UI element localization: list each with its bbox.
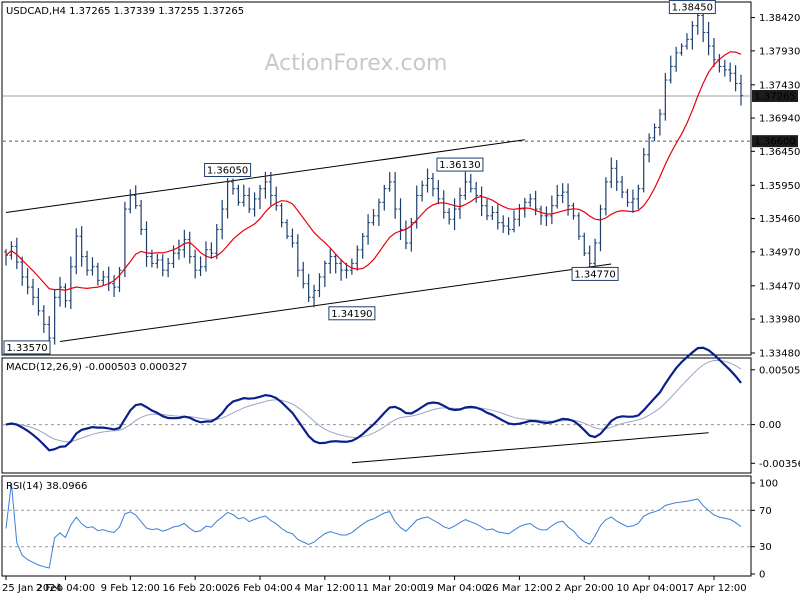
- time-tick-label: 17 Apr 12:00: [681, 583, 746, 594]
- price-tick-label: 1.35460: [759, 214, 800, 225]
- price-tick-label: 1.33980: [759, 315, 800, 326]
- price-annotation-box: [436, 157, 484, 172]
- price-annotation-label: 1.34770: [574, 269, 615, 280]
- price-axis: 1.38420 1.37930 1.37430 1.36940 1.36450 1.359…: [751, 13, 800, 360]
- rsi-tick-label: 30: [759, 542, 772, 553]
- level-price-label: 1.36600: [754, 137, 795, 148]
- moving-average-line: [5, 51, 742, 291]
- time-tick-label: 19 Mar 04:00: [421, 583, 488, 594]
- rsi-panel-frame: [1, 475, 752, 577]
- level-price-badge: [752, 135, 798, 148]
- time-tick-label: 11 Mar 20:00: [356, 583, 423, 594]
- price-tick-label: 1.33480: [759, 349, 800, 360]
- time-tick-label: 2 Apr 20:00: [555, 583, 614, 594]
- price-annotation-label: 1.36050: [207, 166, 248, 177]
- price-tick-label: 1.34470: [759, 281, 800, 292]
- watermark: ActionForex.com: [265, 51, 448, 76]
- price-annotation-label: 1.34190: [331, 309, 372, 320]
- rsi-tick-label: 0: [759, 570, 765, 581]
- rsi-line: [5, 482, 742, 569]
- price-annotation-box: [204, 163, 252, 177]
- macd-signal-line: [5, 359, 742, 443]
- time-tick-label: 9 Feb 12:00: [101, 583, 160, 594]
- price-annotation-box: [668, 0, 716, 15]
- rsi-layer: 100 70 30 0: [3, 479, 778, 581]
- price-annotation-box: [3, 340, 51, 355]
- price-panel-frame: [1, 1, 752, 356]
- symbol-header: USDCAD,H4 1.37265 1.37339 1.37255 1.3726…: [6, 6, 244, 17]
- macd-trendline: [351, 432, 709, 464]
- price-tick-label: 1.38420: [759, 13, 800, 24]
- price-tick-label: 1.34970: [759, 247, 800, 258]
- price-annotation-box: [571, 266, 619, 281]
- macd-layer: 0.005054 0.00 -0.003569: [3, 346, 800, 470]
- time-tick-label: 2 Feb 04:00: [36, 583, 95, 594]
- time-tick-label: 26 Mar 12:00: [486, 583, 553, 594]
- time-tick-label: 16 Feb 20:00: [162, 583, 228, 594]
- rsi-tick-label: 70: [759, 506, 772, 517]
- time-tick-label: 4 Mar 12:00: [295, 583, 355, 594]
- price-annotation-label: 1.33570: [6, 343, 47, 354]
- macd-line: [5, 346, 742, 452]
- price-tick-label: 1.36450: [759, 147, 800, 158]
- price-tick-label: 1.37430: [759, 80, 800, 91]
- macd-tick-label: -0.003569: [759, 459, 800, 470]
- price-annotation-label: 1.38450: [672, 3, 713, 14]
- macd-tick-label: 0.005054: [759, 365, 800, 376]
- price-tick-label: 1.37930: [759, 46, 800, 57]
- price-annotation-label: 1.36130: [439, 160, 480, 171]
- price-annotation-box: [328, 306, 376, 321]
- time-tick-label: 26 Feb 04:00: [227, 583, 293, 594]
- rsi-label: RSI(14) 38.0966: [6, 481, 87, 492]
- time-tick-label: 25 Jan 2024: [2, 583, 62, 594]
- current-price-badge: [752, 90, 798, 103]
- current-price-label: 1.37265: [754, 92, 795, 103]
- channel-line-lower: [59, 263, 612, 342]
- rsi-tick-label: 100: [759, 479, 778, 490]
- macd-label: MACD(12,26,9) -0.000503 0.000327: [6, 362, 187, 373]
- price-tick-label: 1.35950: [759, 181, 800, 192]
- price-tick-label: 1.36940: [759, 114, 800, 125]
- time-tick-label: 10 Apr 04:00: [617, 583, 682, 594]
- macd-tick-label: 0.00: [759, 420, 781, 431]
- price-layer: 1.33570 1.36050 1.34190 1.36130 1.34770 1.384…: [3, 0, 798, 355]
